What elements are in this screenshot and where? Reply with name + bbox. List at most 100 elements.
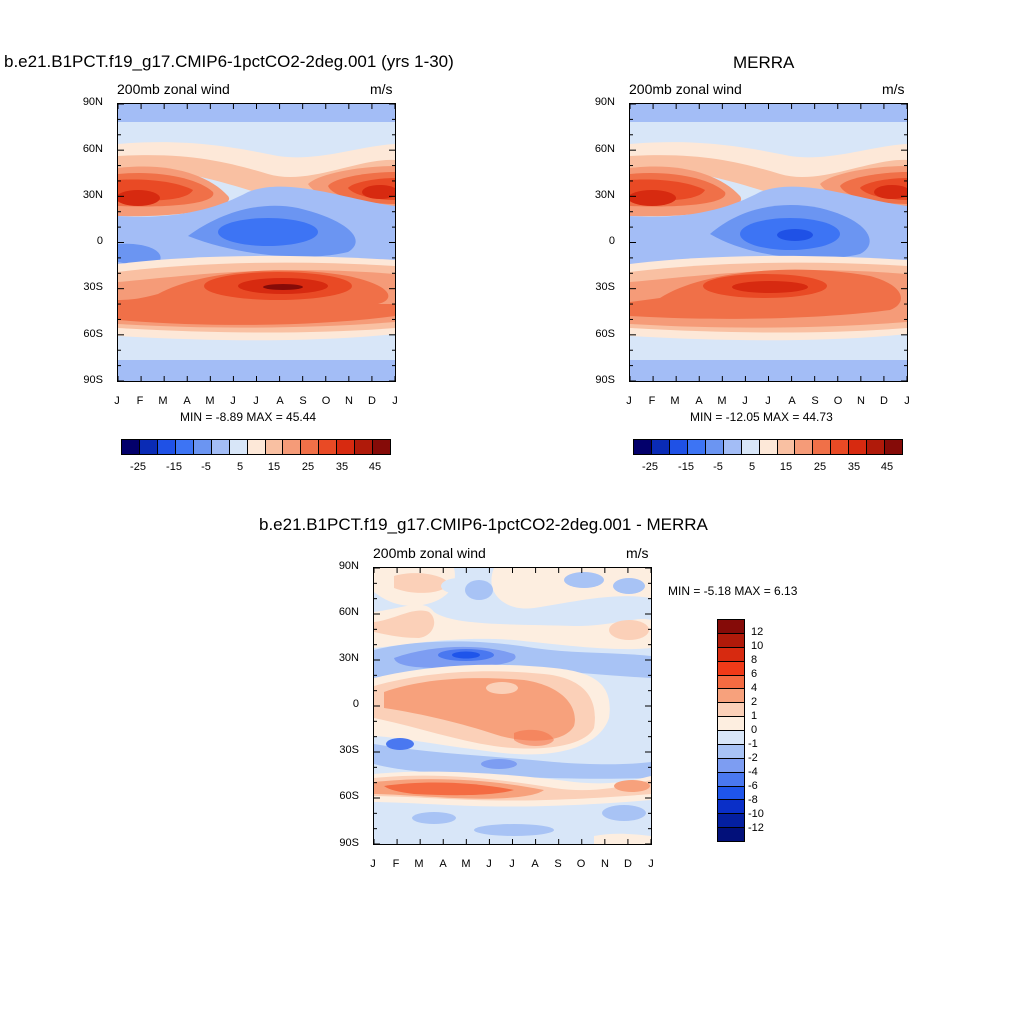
chart1-xtick: F — [136, 395, 144, 407]
chart3-xtick: D — [624, 858, 632, 870]
chart1-colorbar-label: 35 — [335, 461, 349, 473]
chart2-xtick: J — [626, 395, 632, 407]
chart2-contour-field — [630, 104, 907, 381]
chart3-xtick: J — [509, 858, 515, 870]
chart2-colorbar-swatch-1 — [651, 440, 670, 454]
chart2-colorbar-label: 45 — [880, 461, 894, 473]
chart2-xtick: J — [742, 395, 748, 407]
chart1-colorbar-swatch-8 — [265, 440, 284, 454]
chart1-colorbar-swatch-11 — [319, 440, 338, 454]
chart1-colorbar-swatch-12 — [337, 440, 356, 454]
chart2-xtick: N — [857, 395, 865, 407]
chart1-units: m/s — [370, 81, 393, 97]
chart1-xtick: D — [368, 395, 376, 407]
chart3-colorbar-swatch-5 — [718, 689, 744, 704]
chart2-colorbar-swatch-3 — [687, 440, 706, 454]
chart1-colorbar-swatch-4 — [193, 440, 212, 454]
chart1-colorbar-label: 45 — [368, 461, 382, 473]
chart2-colorbar-swatch-5 — [723, 440, 742, 454]
chart3-colorbar-label: -2 — [748, 752, 758, 764]
chart1-colorbar-label: 5 — [236, 461, 244, 473]
chart3-colorbar-swatch-7 — [718, 717, 744, 731]
chart3-xtick: J — [486, 858, 492, 870]
chart1-colorbar-swatch-0 — [122, 440, 140, 454]
chart2-xtick: A — [695, 395, 703, 407]
chart1-ytick-90n: 90N — [82, 96, 103, 108]
chart2-colorbar-label: -25 — [642, 461, 658, 473]
chart3-colorbar-swatch-3 — [718, 661, 744, 676]
chart3-colorbar-label: 6 — [751, 668, 758, 680]
chart3-colorbar-swatch-0 — [718, 620, 744, 634]
chart2-colorbar-swatch-13 — [867, 440, 886, 454]
chart2-ytick-30s: 30S — [595, 281, 615, 293]
chart2-colorbar-label: -15 — [678, 461, 694, 473]
chart2-colorbar-swatch-6 — [741, 440, 760, 454]
chart1-xtick: A — [276, 395, 284, 407]
chart1-xtick: A — [183, 395, 191, 407]
chart3-colorbar-label: 0 — [751, 724, 758, 736]
chart2-colorbar-swatch-2 — [669, 440, 688, 454]
chart1-colorbar-label: 15 — [267, 461, 281, 473]
chart1-xtick: J — [114, 395, 120, 407]
chart3-xtick: S — [554, 858, 562, 870]
chart2-min-max: MIN = -12.05 MAX = 44.73 — [690, 410, 833, 424]
chart3-xtick: A — [439, 858, 447, 870]
chart2-colorbar-label: 5 — [748, 461, 756, 473]
chart3-xtick: O — [576, 858, 586, 870]
chart3-colorbar-label: -10 — [748, 808, 764, 820]
chart3-colorbar-label: 12 — [751, 626, 764, 638]
chart3-colorbar — [717, 619, 745, 842]
chart1-colorbar-swatch-2 — [157, 440, 176, 454]
chart2-colorbar — [633, 439, 903, 455]
chart3-colorbar-label: 8 — [751, 654, 758, 666]
chart3-xtick: M — [461, 858, 471, 870]
chart3-colorbar-label: -12 — [748, 822, 764, 834]
chart2-colorbar-label: 35 — [847, 461, 861, 473]
chart2-ytick-90s: 90S — [595, 374, 615, 386]
chart3-xtick: J — [370, 858, 376, 870]
chart2-xtick: J — [904, 395, 910, 407]
p3-tick-marks — [374, 568, 651, 844]
chart1-plot-area — [117, 103, 396, 382]
chart3-colorbar-swatch-12 — [718, 786, 744, 801]
chart1-colorbar-label: -25 — [130, 461, 146, 473]
chart2-xtick: S — [811, 395, 819, 407]
chart2-colorbar-label: 25 — [813, 461, 827, 473]
chart3-colorbar-swatch-10 — [718, 758, 744, 773]
chart1-xtick: O — [321, 395, 331, 407]
chart1-ytick-60n: 60N — [82, 143, 103, 155]
chart1-colorbar — [121, 439, 391, 455]
chart1-ytick-60s: 60S — [83, 328, 103, 340]
chart3-colorbar-swatch-13 — [718, 800, 744, 815]
chart3-colorbar-label: -1 — [748, 738, 758, 750]
chart3-xtick: M — [414, 858, 424, 870]
chart2-ytick-90n: 90N — [594, 96, 615, 108]
chart3-units: m/s — [626, 545, 649, 561]
chart1-colorbar-swatch-13 — [355, 440, 374, 454]
chart2-ytick-60s: 60S — [595, 328, 615, 340]
chart3-ytick-90n: 90N — [338, 560, 359, 572]
chart1-xtick: S — [299, 395, 307, 407]
chart3-xtick: A — [531, 858, 539, 870]
chart1-contour-field — [118, 104, 395, 381]
chart2-colorbar-swatch-4 — [705, 440, 724, 454]
chart1-xtick: J — [253, 395, 259, 407]
chart3-ytick-30s: 30S — [339, 744, 359, 756]
chart1-ytick-90s: 90S — [83, 374, 103, 386]
chart3-colorbar-label: 1 — [751, 710, 758, 722]
chart1-subtitle: 200mb zonal wind — [117, 81, 230, 97]
chart3-title: b.e21.B1PCT.f19_g17.CMIP6-1pctCO2-2deg.0… — [259, 515, 708, 534]
chart3-colorbar-swatch-2 — [718, 647, 744, 662]
chart3-ytick-0: 0 — [352, 698, 359, 710]
chart2-plot-area — [629, 103, 908, 382]
chart2-xtick: A — [788, 395, 796, 407]
chart1-colorbar-swatch-3 — [175, 440, 194, 454]
chart1-xtick: J — [392, 395, 398, 407]
chart2-xtick: M — [717, 395, 727, 407]
chart3-colorbar-swatch-15 — [718, 828, 744, 841]
chart3-colorbar-label: 4 — [751, 682, 758, 694]
chart1-xtick: M — [158, 395, 168, 407]
chart1-colorbar-label: -15 — [166, 461, 182, 473]
chart2-ytick-60n: 60N — [594, 143, 615, 155]
chart3-contour-field — [374, 568, 651, 844]
